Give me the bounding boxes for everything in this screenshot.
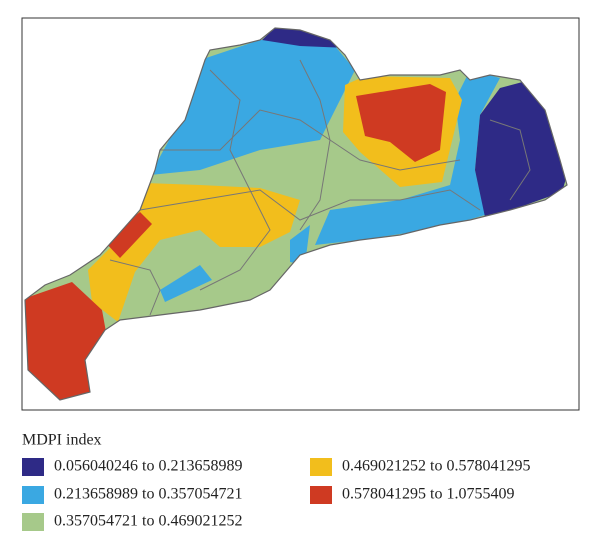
district-border <box>109 259 161 316</box>
region-red <box>103 212 152 258</box>
region-blue <box>150 40 355 175</box>
district-border <box>139 189 481 221</box>
legend-label: 0.056040246 to 0.213658989 <box>54 458 242 475</box>
region-darkblue <box>262 28 348 48</box>
legend-title: MDPI index <box>22 432 102 449</box>
legend-swatch <box>22 486 44 504</box>
region-red <box>25 282 106 400</box>
region-red <box>356 84 446 162</box>
legend-label: 0.469021252 to 0.578041295 <box>342 458 530 475</box>
legend: 0.056040246 to 0.213658989 0.213658989 to… <box>22 458 530 531</box>
district-border <box>489 119 531 201</box>
district-border <box>160 109 461 171</box>
district-border <box>299 59 331 231</box>
region-blue <box>315 70 500 245</box>
legend-swatch <box>22 458 44 476</box>
district-border <box>199 69 271 291</box>
legend-swatch <box>310 458 332 476</box>
legend-label: 0.213658989 to 0.357054721 <box>54 486 242 503</box>
legend-label: 0.357054721 to 0.469021252 <box>54 513 242 530</box>
region-blue <box>160 265 212 302</box>
legend-label: 0.578041295 to 1.0755409 <box>342 486 514 503</box>
legend-swatch <box>22 513 44 531</box>
legend-swatch <box>310 486 332 504</box>
